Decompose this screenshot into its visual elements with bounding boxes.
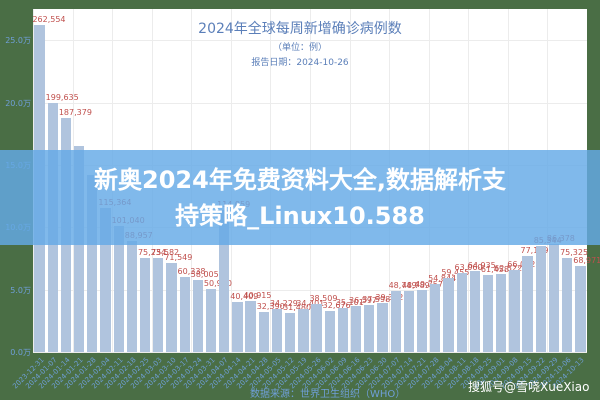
y-tick-label: 25.0万 bbox=[5, 36, 31, 46]
bar-value-label: 48,789 bbox=[401, 281, 430, 291]
bar-value-label: 75,325 bbox=[560, 248, 589, 258]
bar-value-label: 37,598 bbox=[362, 295, 391, 305]
bar bbox=[522, 255, 533, 352]
bar bbox=[87, 174, 98, 352]
bar bbox=[285, 312, 296, 352]
bar-value-label: 35,101 bbox=[335, 298, 364, 308]
bar bbox=[509, 269, 520, 352]
bar-value-label: 39,352 bbox=[375, 292, 404, 302]
overlay-banner: 新奥2024年免费资料大全,数据解析支 持策略_Linux10.588 bbox=[0, 150, 600, 245]
bar bbox=[126, 241, 138, 352]
bar bbox=[496, 274, 507, 352]
bar bbox=[179, 276, 190, 352]
bar-value-label: 59,455 bbox=[441, 267, 470, 277]
bar-value-label: 262,554 bbox=[32, 14, 66, 24]
bar bbox=[153, 257, 164, 352]
bar-value-label: 61,458 bbox=[480, 265, 509, 275]
bar-value-label: 34,401 bbox=[296, 299, 325, 309]
bar-value-label: 60,338 bbox=[177, 266, 206, 276]
bar-value-label: 36,597 bbox=[349, 296, 378, 306]
bar bbox=[390, 291, 401, 352]
bar bbox=[219, 209, 230, 352]
bar-value-label: 48,749 bbox=[388, 281, 417, 291]
bar bbox=[535, 245, 546, 352]
bar-value-label: 54,844 bbox=[428, 273, 457, 283]
bar-value-label: 32,676 bbox=[322, 301, 351, 311]
bar-value-label: 34,229 bbox=[269, 299, 298, 309]
bar bbox=[337, 308, 349, 352]
bar-value-label: 49,757 bbox=[414, 279, 443, 289]
bar bbox=[443, 277, 454, 352]
bar bbox=[324, 311, 335, 352]
y-tick-label: 20.0万 bbox=[5, 98, 31, 108]
bar bbox=[245, 300, 256, 352]
bar-value-label: 71,549 bbox=[164, 252, 193, 262]
bar bbox=[271, 309, 283, 352]
report-date: 报告日期：2024-10-26 bbox=[251, 58, 349, 68]
bar-value-label: 31,480 bbox=[283, 302, 312, 312]
y-tick-label: 5.0万 bbox=[10, 285, 31, 295]
bar-value-label: 50,910 bbox=[203, 278, 232, 288]
bar bbox=[100, 208, 111, 352]
bar bbox=[416, 289, 428, 352]
bar-value-label: 77,169 bbox=[520, 245, 549, 255]
bar bbox=[575, 265, 586, 352]
bar-value-label: 40,915 bbox=[243, 290, 272, 300]
bar-value-label: 38,509 bbox=[309, 293, 338, 303]
bar bbox=[192, 279, 204, 352]
bar bbox=[377, 302, 388, 352]
bar-value-label: 63,060 bbox=[454, 263, 483, 273]
bar-value-label: 62,522 bbox=[494, 264, 523, 274]
bar bbox=[166, 262, 177, 352]
bar-value-label: 40,409 bbox=[230, 291, 259, 301]
bar bbox=[456, 273, 467, 352]
bar-value-label: 75,582 bbox=[151, 247, 180, 257]
bar bbox=[403, 291, 415, 352]
gridline-horizontal bbox=[33, 352, 587, 353]
bar bbox=[430, 283, 441, 352]
bar-value-label: 187,379 bbox=[58, 108, 92, 118]
bar bbox=[311, 303, 322, 352]
banner-line-1: 新奥2024年免费资料大全,数据解析支 bbox=[94, 165, 506, 194]
bar bbox=[232, 301, 243, 352]
bar-value-label: 64,935 bbox=[467, 261, 496, 270]
bar bbox=[113, 225, 124, 352]
bar bbox=[139, 258, 151, 352]
bar bbox=[562, 258, 573, 352]
chart-title: 2024年全球每周新增确诊病例数 bbox=[198, 21, 402, 37]
watermark: 搜狐号@雪哓XueXiao bbox=[468, 380, 590, 394]
bar bbox=[364, 305, 375, 352]
bar bbox=[351, 306, 362, 352]
bar-value-label: 58,005 bbox=[190, 269, 219, 279]
bar bbox=[298, 309, 309, 352]
bar bbox=[482, 275, 494, 352]
bar-value-label: 66,012 bbox=[507, 259, 536, 269]
bar-value-label: 75,234 bbox=[137, 248, 166, 258]
bar bbox=[205, 288, 217, 352]
bar bbox=[548, 244, 560, 352]
bar-value-label: 32,390 bbox=[256, 301, 285, 311]
chart-unit: （单位：例） bbox=[272, 43, 327, 53]
bar bbox=[469, 271, 481, 352]
y-tick-label: 0.0万 bbox=[10, 348, 31, 357]
bar bbox=[74, 146, 85, 352]
banner-line-2: 持策略_Linux10.588 bbox=[175, 201, 425, 230]
bar-value-label: 199,635 bbox=[45, 93, 79, 102]
bar bbox=[258, 311, 269, 352]
data-source: 数据来源：世界卫生组织（WHO） bbox=[250, 389, 406, 400]
bar-value-label: 68,971 bbox=[573, 255, 600, 265]
